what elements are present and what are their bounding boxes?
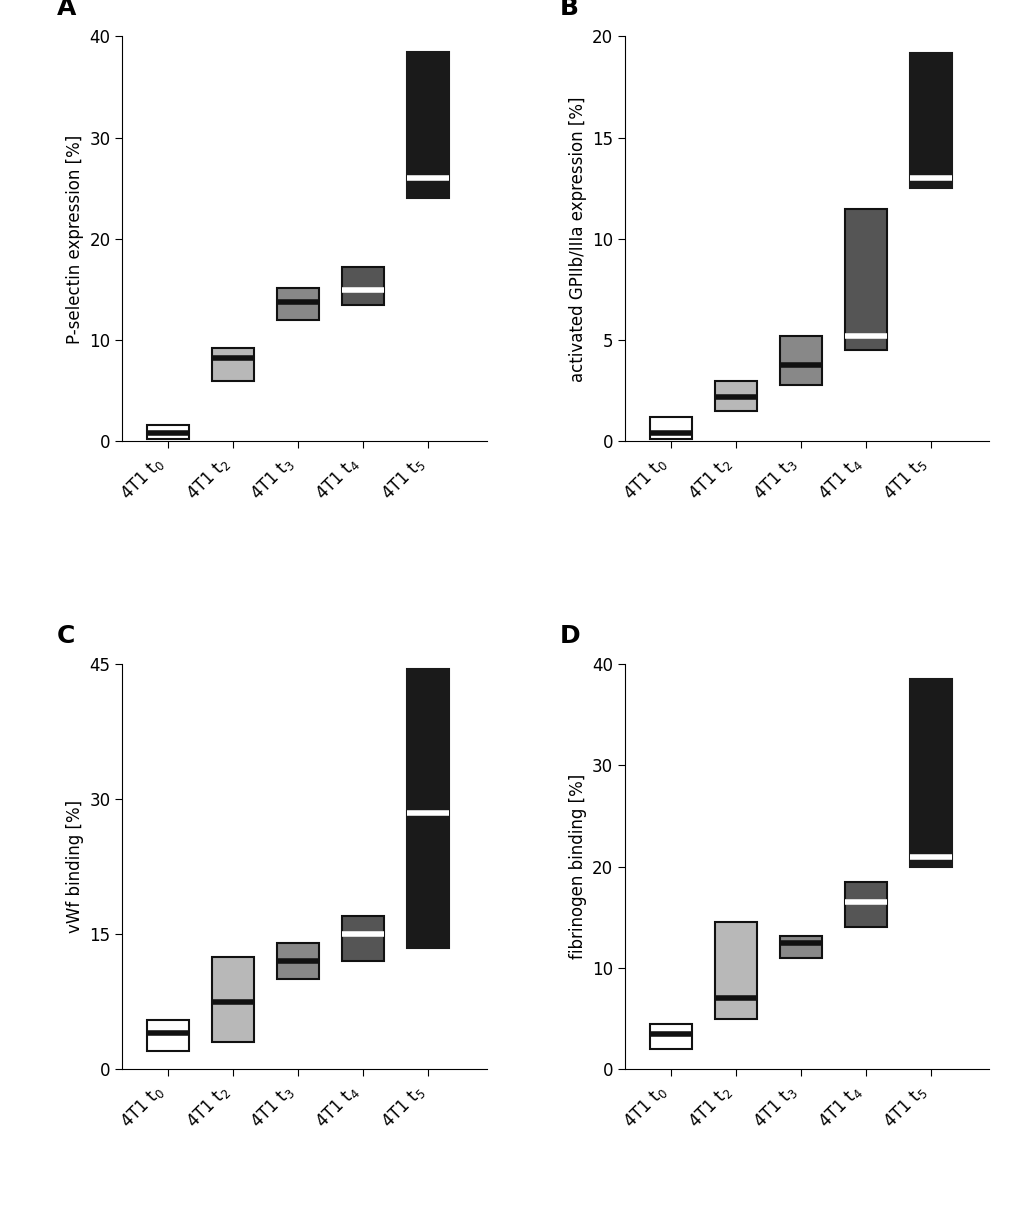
Y-axis label: fibrinogen binding [%]: fibrinogen binding [%] [568, 774, 586, 960]
Bar [147, 1019, 189, 1051]
Bar [649, 1024, 691, 1049]
Bar [649, 417, 691, 440]
Bar [844, 209, 887, 350]
Y-axis label: activated GPIIb/IIIa expression [%]: activated GPIIb/IIIa expression [%] [568, 96, 586, 382]
Bar [147, 425, 189, 440]
Bar [212, 349, 254, 380]
Text: C: C [57, 625, 75, 648]
Bar [714, 380, 756, 411]
Bar [276, 943, 319, 979]
Text: A: A [57, 0, 76, 21]
Y-axis label: P-selectin expression [%]: P-selectin expression [%] [66, 135, 84, 344]
Bar [844, 882, 887, 927]
Text: D: D [559, 625, 580, 648]
Bar [909, 679, 951, 866]
Bar [407, 52, 448, 198]
Bar [779, 337, 821, 385]
Bar [341, 267, 384, 305]
Bar [407, 668, 448, 948]
Bar [909, 52, 951, 188]
Y-axis label: vWf binding [%]: vWf binding [%] [66, 801, 84, 933]
Bar [212, 956, 254, 1042]
Bar [779, 936, 821, 957]
Bar [714, 922, 756, 1018]
Text: B: B [559, 0, 578, 21]
Bar [276, 288, 319, 320]
Bar [341, 916, 384, 961]
